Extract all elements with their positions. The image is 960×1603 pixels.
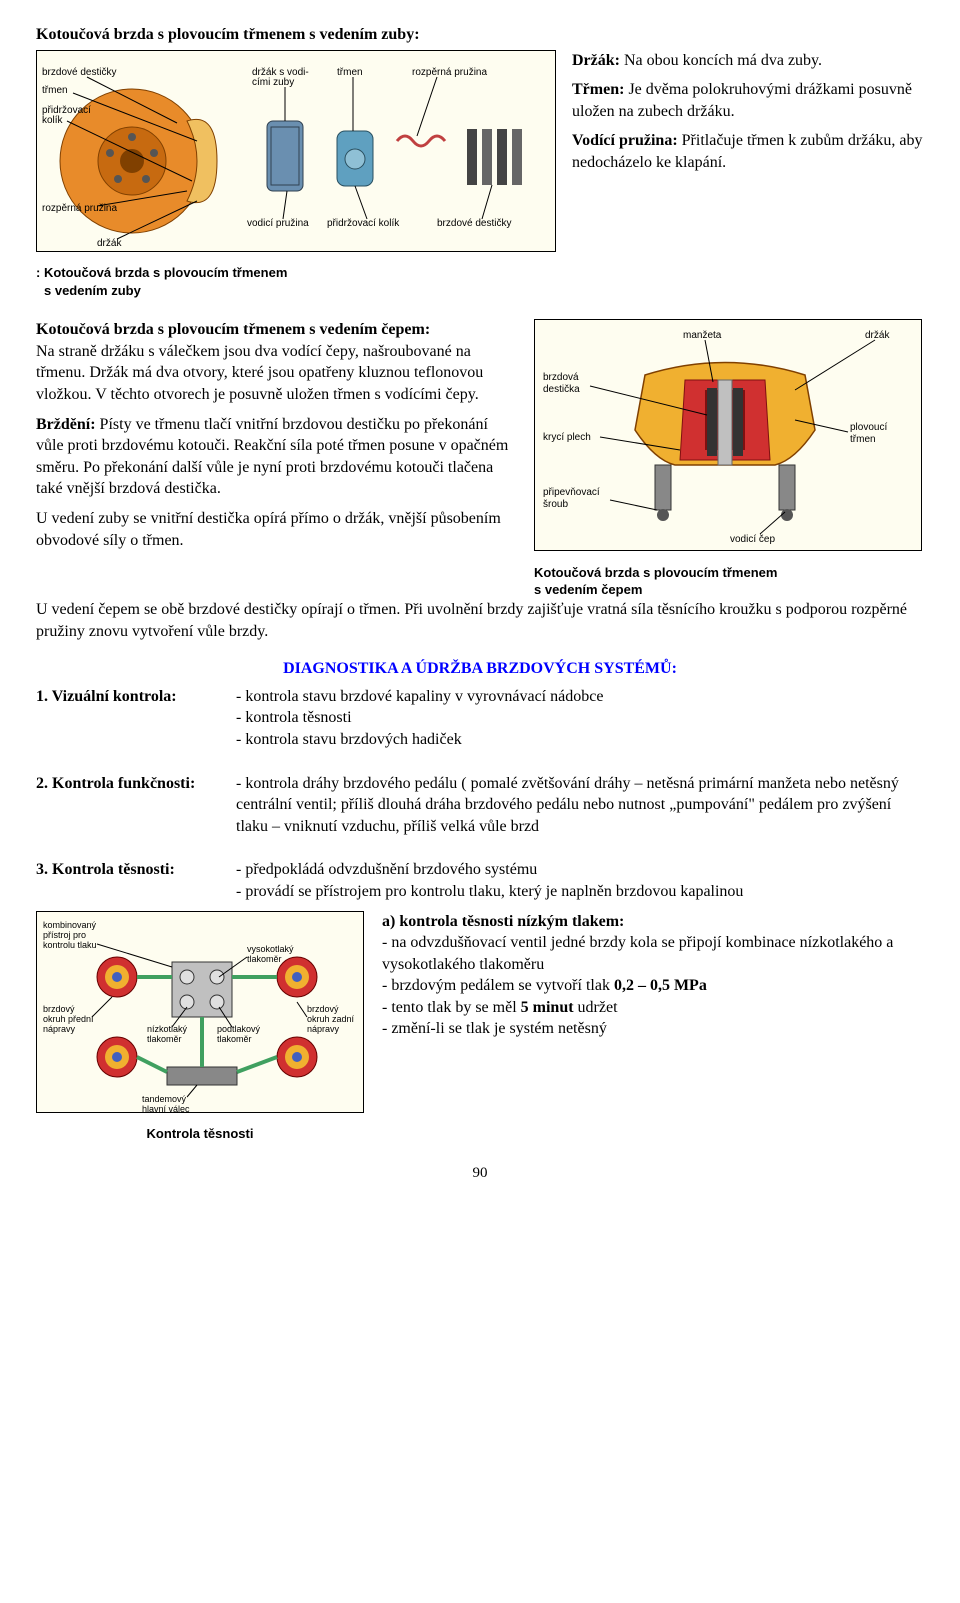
fig3-tandem2: hlavní válec [142,1104,190,1112]
desc-1: Držák: Na obou koncích má dva zuby. Třme… [572,50,924,300]
sub-a-line-3-bold: 5 minut [521,999,574,1016]
sub-a-line-2-bold: 0,2 – 0,5 MPa [614,977,707,994]
fig3-vysokotlaky2: tlakoměr [247,954,282,964]
figure-2-caption: Kotoučová brzda s plovoucím třmenem s ve… [534,564,922,599]
item1-label: 1. Vizuální kontrola: [36,684,236,753]
fig3-zadni1: brzdový [307,1004,339,1014]
item3-sub-a: a) kontrola těsnosti nízkým tlakem: - na… [382,911,924,1143]
fig3-nizkotlaky1: nízkotlaký [147,1024,188,1034]
sub-a-label: a) kontrola těsnosti nízkým tlakem: [382,913,624,930]
sub-a-line-2-pre: - brzdovým pedálem se vytvoří tlak [382,977,614,994]
figure-2-svg: manžeta držák brzdová destička krycí ple… [535,320,921,550]
fig3-predni3: nápravy [43,1024,76,1034]
fig2-label-desticka: destička [543,384,580,395]
fig3-podtlakovy2: tlakoměr [217,1034,252,1044]
vodici-label: Vodící pružina: [572,132,678,149]
fig2-label-vodici-cep: vodicí čep [730,534,775,545]
section-2: Kotoučová brzda s plovoucím třmenem s ve… [36,319,924,642]
heading-1: Kotoučová brzda s plovoucím třmenem s ve… [36,24,924,46]
fig2-label-pripevnovaci: připevňovací [543,487,600,498]
fig1-label-brzdove2: brzdové destičky [437,218,511,229]
fig3-predni2: okruh přední [43,1014,94,1024]
fig2-label-kryci: krycí plech [543,432,591,443]
fig3-kombinovany1: kombinovaný [43,920,97,930]
page-number: 90 [36,1163,924,1183]
fig2-label-trmen: třmen [850,434,876,445]
fig2-label-plovouci: plovoucí [850,422,887,433]
figure-3-container: kombinovaný přístroj pro kontrolu tlaku … [36,911,366,1143]
figure-1-container: brzdové destičky třmen přidržovací kolík… [36,50,556,300]
fig1-label-rozperna2: rozpěrná pružina [412,67,487,78]
item2-text: - kontrola dráhy brzdového pedálu ( poma… [236,771,924,840]
fig3-zadni3: nápravy [307,1024,340,1034]
fig2-label-sroub: šroub [543,499,568,510]
diagnostics-section: DIAGNOSTIKA A ÚDRŽBA BRZDOVÝCH SYSTÉMŮ: … [36,658,924,1142]
fig2-label-drzak: držák [865,330,890,341]
fig2-label-brzdova: brzdová [543,372,579,383]
body2-p4: U vedení čepem se obě brzdové destičky o… [36,599,924,642]
item3-lines: - předpokládá odvzdušnění brzdového syst… [236,857,924,904]
item3-label: 3. Kontrola těsnosti: [36,857,236,904]
fig1-label-brzdove-desticky: brzdové destičky [42,67,116,78]
fig1-label-drzak-s-vodici2: cími zuby [252,77,294,88]
fig1-label-pridrzovaci2: přidržovací kolík [327,218,400,229]
brzdeni-label: Brždění: [36,416,96,433]
fig3-kombinovany3: kontrolu tlaku [43,940,97,950]
item2-label: 2. Kontrola funkčnosti: [36,771,236,840]
fig1-label-trmen: třmen [42,85,68,96]
sub-a-line-4: - změní-li se tlak je systém netěsný [382,1020,607,1037]
item1-lines: - kontrola stavu brzdové kapaliny v vyro… [236,684,924,753]
fig3-vysokotlaky1: vysokotlaký [247,944,294,954]
diag-table: 1. Vizuální kontrola: - kontrola stavu b… [36,684,924,905]
fig1-label-kolik: kolík [42,115,64,126]
figure-3-caption: Kontrola těsnosti [36,1125,364,1143]
trmen-label: Třmen: [572,81,624,98]
body2-p1: Na straně držáku s válečkem jsou dva vod… [36,343,483,403]
fig1-label-trmen2: třmen [337,67,363,78]
fig3-zadni2: okruh zadní [307,1014,355,1024]
figure-1-caption: : Kotoučová brzda s plovoucím třmenem s … [36,264,556,299]
figure-1-svg: brzdové destičky třmen přidržovací kolík… [37,51,555,251]
sub-a-line-1: - na odvzdušňovací ventil jedné brzdy ko… [382,934,893,973]
body2-p3: U vedení zuby se vnitřní destička opírá … [36,508,518,551]
fig3-tandem1: tandemový [142,1094,187,1104]
diag-heading: DIAGNOSTIKA A ÚDRŽBA BRZDOVÝCH SYSTÉMŮ: [36,658,924,680]
fig1-label-drzak: držák [97,238,122,249]
figure-2-container: manžeta držák brzdová destička krycí ple… [534,319,924,599]
fig3-nizkotlaky2: tlakoměr [147,1034,182,1044]
fig3-predni1: brzdový [43,1004,75,1014]
drzak-label: Držák: [572,52,620,69]
sub-a-line-3-pre: - tento tlak by se měl [382,999,521,1016]
sub-a-line-3-post: udržet [574,999,618,1016]
figure-3-svg: kombinovaný přístroj pro kontrolu tlaku … [37,912,363,1112]
fig3-kombinovany2: přístroj pro [43,930,86,940]
section-1: Kotoučová brzda s plovoucím třmenem s ve… [36,24,924,299]
fig2-label-manzeta: manžeta [683,330,722,341]
fig3-podtlakovy1: podtlakový [217,1024,261,1034]
fig1-label-vodici-pruzina: vodicí pružina [247,218,309,229]
brzdeni-text: Písty ve třmenu tlačí vnitřní brzdovou d… [36,416,508,498]
heading-2: Kotoučová brzda s plovoucím třmenem s ve… [36,321,430,338]
